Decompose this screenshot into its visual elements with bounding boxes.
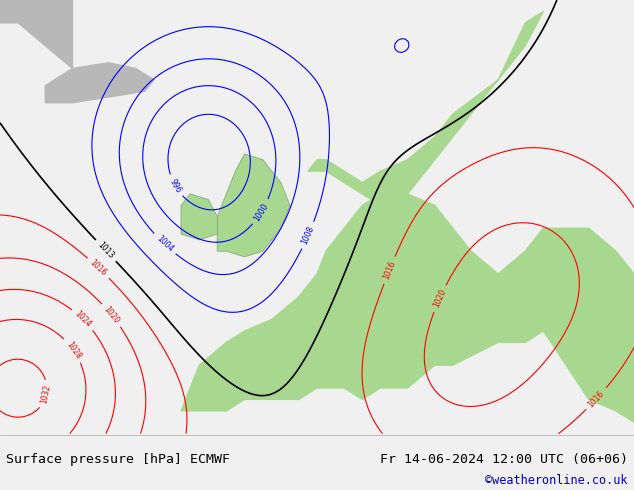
Text: 1020: 1020 [432,288,448,309]
Polygon shape [181,194,217,240]
Polygon shape [181,194,634,422]
Text: 1004: 1004 [154,234,174,254]
Text: 1028: 1028 [64,340,82,361]
Text: 996: 996 [167,177,183,194]
Polygon shape [0,0,72,69]
Text: ©weatheronline.co.uk: ©weatheronline.co.uk [485,474,628,487]
Text: 1016: 1016 [88,258,108,278]
Text: 1008: 1008 [300,225,316,246]
Text: 1013: 1013 [96,241,115,261]
Text: Fr 14-06-2024 12:00 UTC (06+06): Fr 14-06-2024 12:00 UTC (06+06) [380,453,628,466]
Polygon shape [45,63,154,103]
Text: 1024: 1024 [73,310,93,329]
Text: 1020: 1020 [102,305,121,325]
Text: Surface pressure [hPa] ECMWF: Surface pressure [hPa] ECMWF [6,453,230,466]
Polygon shape [308,11,543,205]
Polygon shape [217,154,290,257]
Text: 1032: 1032 [39,384,53,405]
Text: 1000: 1000 [252,201,270,222]
Text: 1016: 1016 [382,260,397,281]
Text: 1016: 1016 [586,389,606,409]
